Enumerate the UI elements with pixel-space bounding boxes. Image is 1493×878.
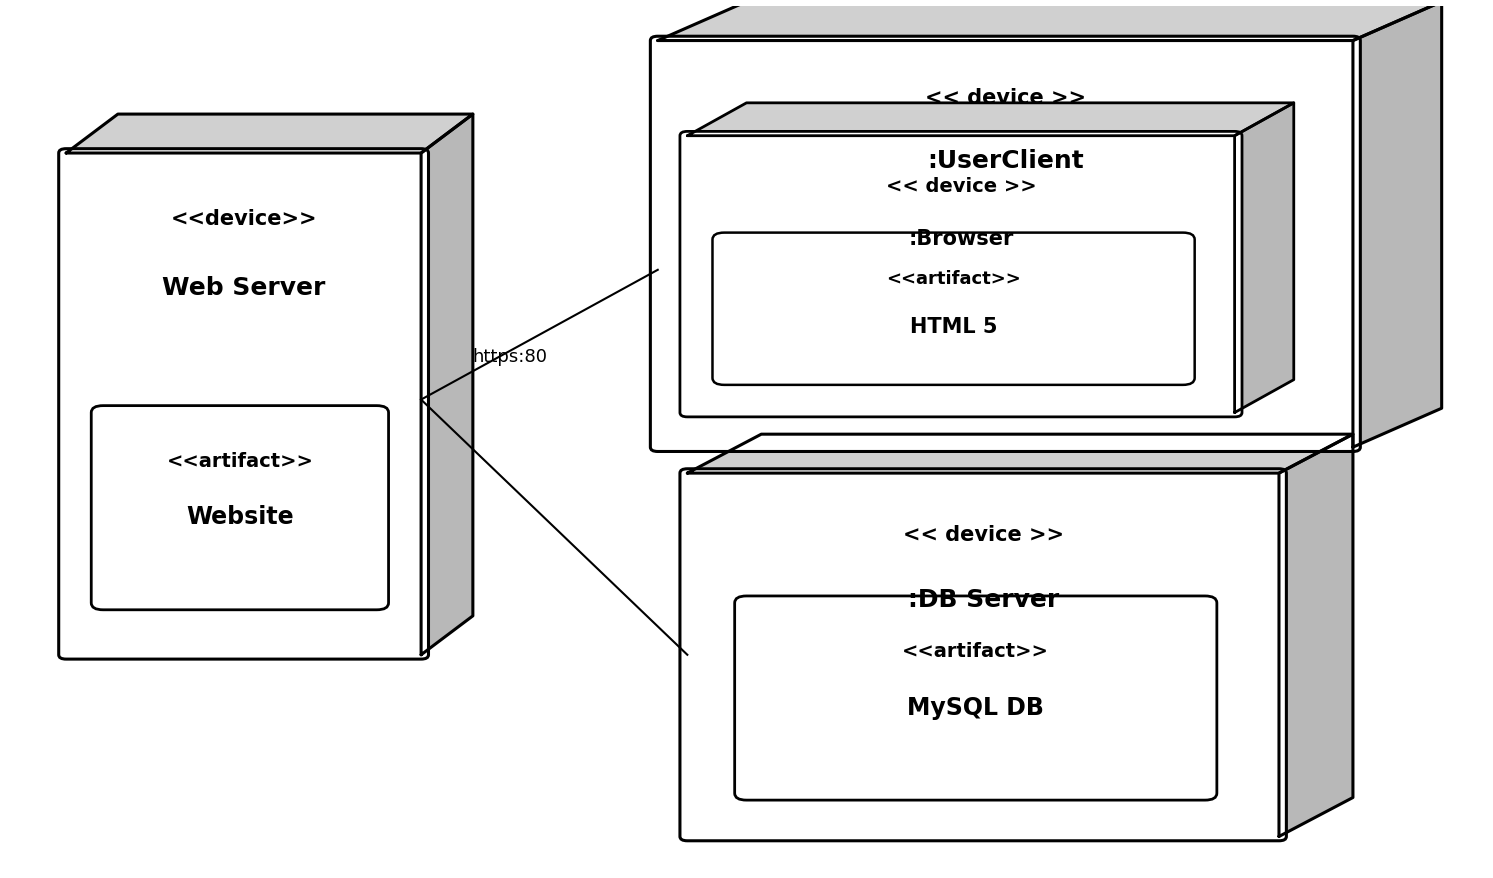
FancyBboxPatch shape xyxy=(679,133,1242,417)
Text: << device >>: << device >> xyxy=(924,88,1085,108)
Text: << device >>: << device >> xyxy=(903,524,1063,544)
Polygon shape xyxy=(421,115,473,655)
FancyBboxPatch shape xyxy=(58,149,428,659)
Polygon shape xyxy=(1235,104,1294,413)
Text: :UserClient: :UserClient xyxy=(927,148,1084,173)
Text: https:80: https:80 xyxy=(473,348,548,366)
Text: <<artifact>>: <<artifact>> xyxy=(166,451,314,470)
Text: Web Server: Web Server xyxy=(161,276,325,299)
Text: <<device>>: <<device>> xyxy=(170,209,317,228)
Text: << device >>: << device >> xyxy=(885,177,1036,196)
FancyBboxPatch shape xyxy=(91,407,388,610)
Text: Website: Website xyxy=(187,505,294,529)
FancyBboxPatch shape xyxy=(735,596,1217,800)
Text: HTML 5: HTML 5 xyxy=(909,317,997,336)
FancyBboxPatch shape xyxy=(679,469,1287,841)
Polygon shape xyxy=(687,435,1353,473)
Polygon shape xyxy=(66,115,473,154)
Polygon shape xyxy=(1353,3,1442,448)
FancyBboxPatch shape xyxy=(651,37,1360,452)
Polygon shape xyxy=(1280,435,1353,837)
FancyBboxPatch shape xyxy=(712,234,1194,385)
Text: :DB Server: :DB Server xyxy=(908,587,1059,611)
Polygon shape xyxy=(687,104,1294,137)
Text: :Browser: :Browser xyxy=(908,228,1014,248)
Polygon shape xyxy=(658,3,1442,41)
Text: MySQL DB: MySQL DB xyxy=(908,694,1044,719)
Text: <<artifact>>: <<artifact>> xyxy=(887,270,1021,288)
Text: <<artifact>>: <<artifact>> xyxy=(902,641,1050,660)
